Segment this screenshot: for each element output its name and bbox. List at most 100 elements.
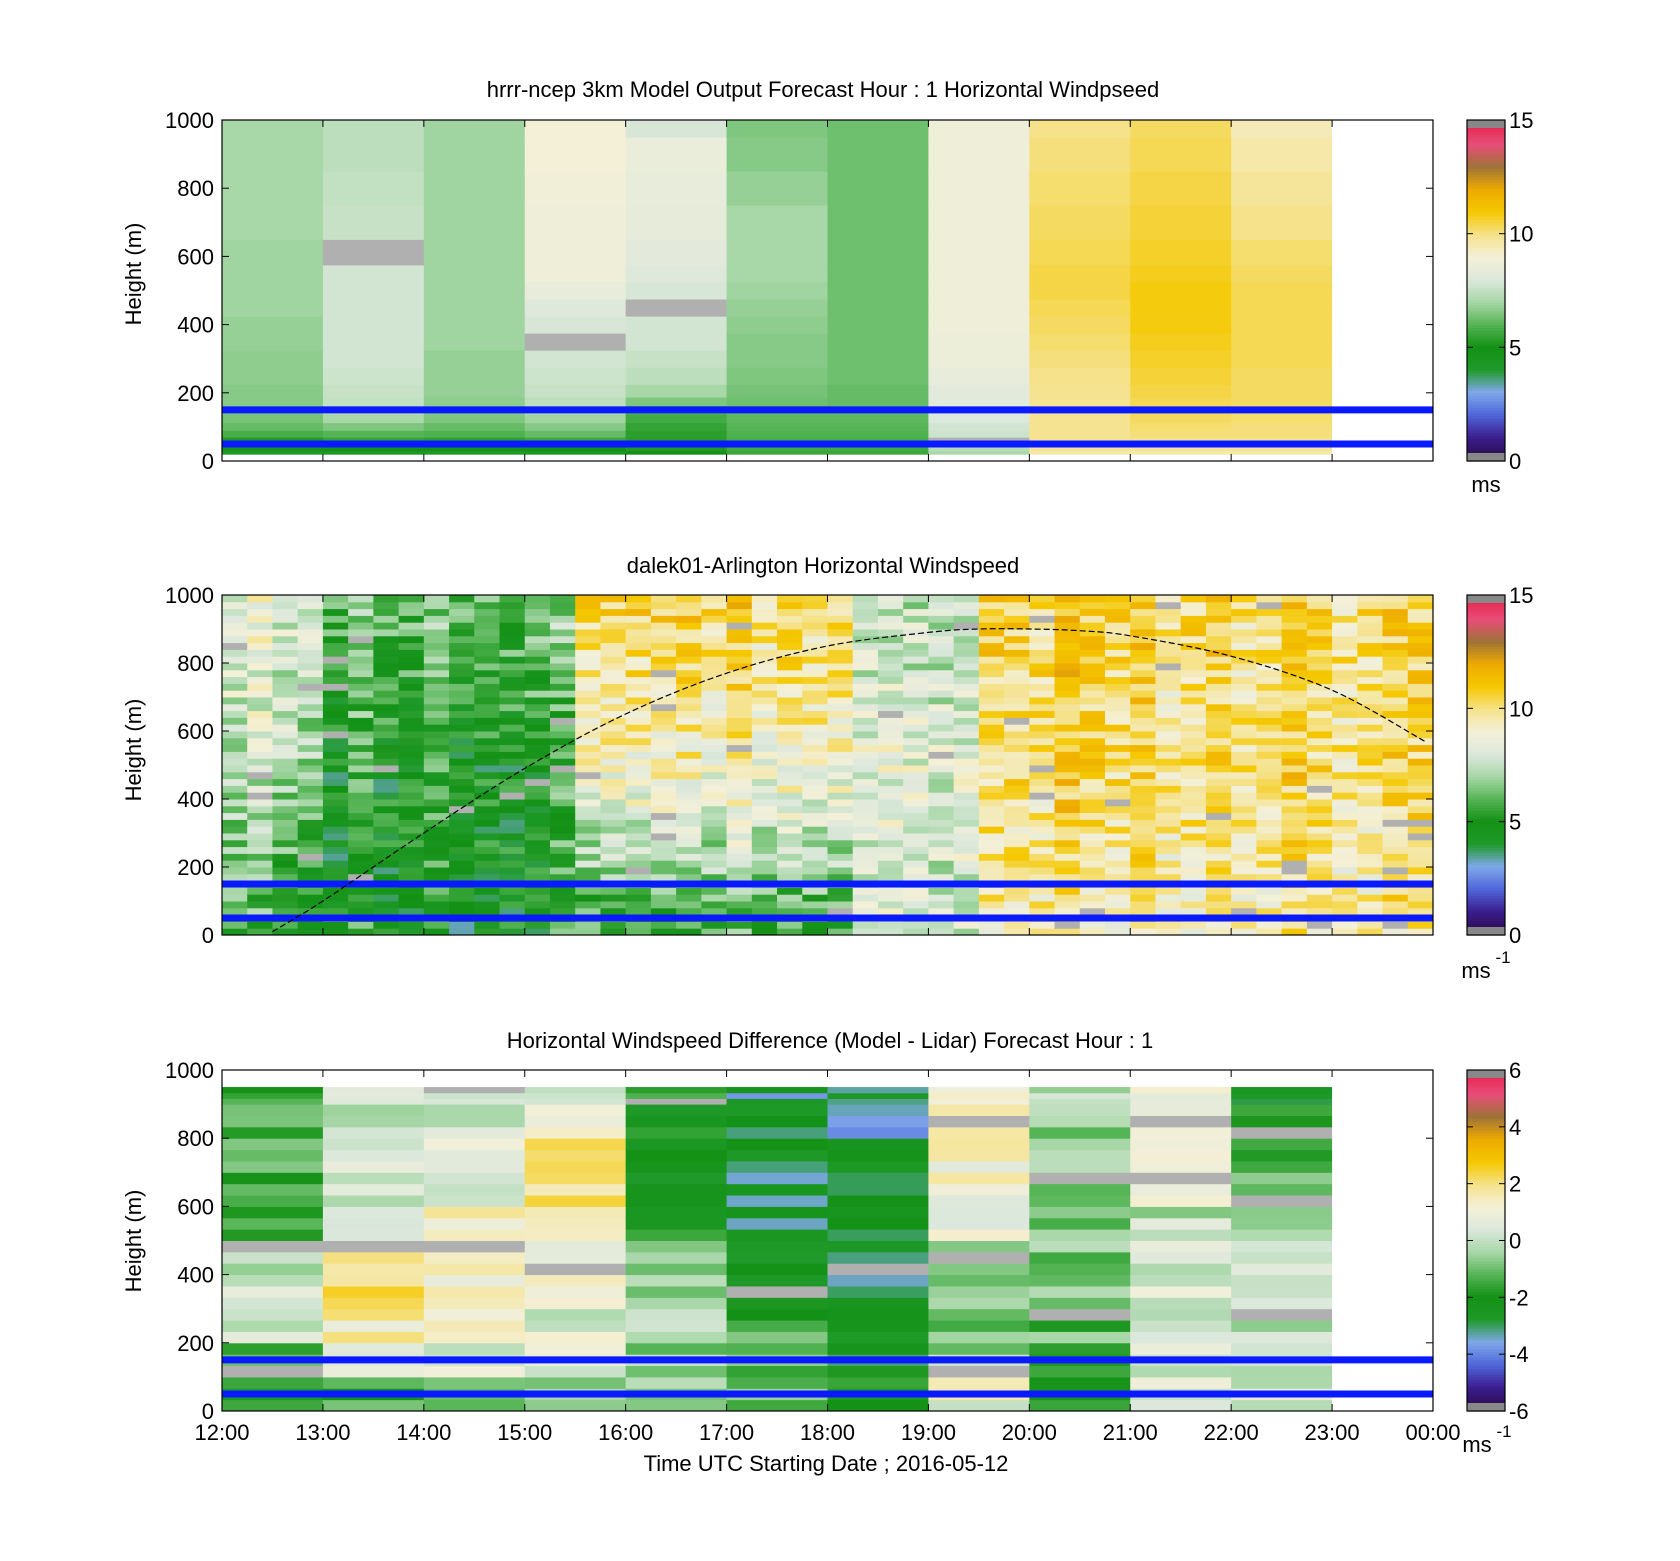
heatmap-cell xyxy=(423,751,450,759)
heatmap-cell xyxy=(524,778,551,786)
heatmap-cell xyxy=(1231,812,1257,820)
heatmap-cell xyxy=(978,744,1005,752)
heatmap-cell xyxy=(1382,737,1409,746)
heatmap-cell xyxy=(701,826,728,834)
heatmap-cell xyxy=(1231,595,1257,603)
heatmap-cell xyxy=(247,710,273,718)
heatmap-cell xyxy=(1004,622,1030,630)
heatmap-cell xyxy=(1079,873,1106,882)
heatmap-cell xyxy=(877,833,904,841)
heatmap-cell xyxy=(1004,744,1030,752)
heatmap-cell xyxy=(726,608,753,616)
heatmap-cell xyxy=(1256,771,1283,780)
heatmap-cell xyxy=(928,663,955,671)
heatmap-cell xyxy=(297,894,324,902)
colorbar-unit-exponent: -1 xyxy=(1496,1422,1511,1441)
heatmap-cell xyxy=(1231,744,1257,752)
heatmap-cell xyxy=(575,649,601,657)
heatmap-cell xyxy=(852,833,879,841)
heatmap-cell xyxy=(322,907,349,916)
colorbar-swatch xyxy=(1467,1354,1505,1358)
heatmap-cell xyxy=(575,792,601,800)
heatmap-cell xyxy=(726,1285,828,1298)
heatmap-cell xyxy=(726,171,828,206)
heatmap-cell xyxy=(852,812,879,820)
heatmap-cell xyxy=(1105,622,1131,630)
colorbar-swatch xyxy=(1467,782,1505,786)
heatmap-cell xyxy=(1332,812,1358,820)
heatmap-cell xyxy=(953,846,980,854)
heatmap-cell xyxy=(1029,1263,1131,1276)
heatmap-cell xyxy=(1407,812,1434,820)
heatmap-cell xyxy=(726,367,828,385)
heatmap-cell xyxy=(297,765,324,773)
heatmap-cell xyxy=(600,751,627,759)
heatmap-cell xyxy=(575,853,601,861)
y-tick-label: 800 xyxy=(177,651,214,676)
heatmap-cell xyxy=(222,120,324,138)
heatmap-cell xyxy=(827,1115,929,1128)
heatmap-cell xyxy=(1029,765,1056,773)
heatmap-cell xyxy=(1004,642,1030,650)
heatmap-cell xyxy=(1231,778,1257,786)
heatmap-cell xyxy=(575,635,601,644)
heatmap-cell xyxy=(1130,367,1232,385)
heatmap-cell xyxy=(1306,751,1333,759)
heatmap-cell xyxy=(928,690,955,698)
heatmap-cell xyxy=(1231,737,1257,746)
heatmap-cell xyxy=(650,629,677,637)
heatmap-cell xyxy=(549,833,576,841)
heatmap-cell xyxy=(625,333,728,351)
heatmap-cell xyxy=(726,1126,828,1139)
heatmap-cell xyxy=(625,1087,728,1094)
heatmap-cell xyxy=(1054,737,1081,746)
heatmap-cell xyxy=(676,751,702,759)
colorbar-swatch xyxy=(1467,855,1505,860)
heatmap-cell xyxy=(524,120,627,138)
heatmap-cell xyxy=(953,669,980,678)
heatmap-cell xyxy=(928,826,955,834)
heatmap-cell xyxy=(928,778,955,786)
heatmap-cell xyxy=(549,737,576,746)
heatmap-cell xyxy=(549,901,576,909)
heatmap-cell xyxy=(1256,765,1283,773)
heatmap-cell xyxy=(1281,853,1308,861)
heatmap-cell xyxy=(726,737,753,746)
heatmap-cell xyxy=(928,928,955,936)
heatmap-cell xyxy=(802,697,828,705)
heatmap-cell xyxy=(449,656,475,664)
heatmap-cell xyxy=(1357,629,1384,637)
heatmap-cell xyxy=(423,792,450,800)
heatmap-cell xyxy=(726,778,753,786)
heatmap-cell xyxy=(423,846,450,854)
heatmap-cell xyxy=(827,450,929,455)
heatmap-cell xyxy=(1130,622,1156,630)
heatmap-cell xyxy=(928,833,955,841)
heatmap-cell xyxy=(1332,717,1358,725)
heatmap-cell xyxy=(373,921,400,929)
colorbar-swatch xyxy=(1467,626,1505,630)
heatmap-cell xyxy=(751,826,778,834)
x-axis xyxy=(221,595,1434,935)
heatmap-cell xyxy=(928,1320,1030,1332)
colorbar-swatch xyxy=(1467,1092,1505,1097)
heatmap-cell xyxy=(272,765,299,773)
heatmap-cell xyxy=(524,833,551,841)
heatmap-cell xyxy=(1256,683,1283,691)
heatmap-cell xyxy=(373,805,400,814)
colorbar-swatch xyxy=(1467,1175,1505,1179)
colorbar-swatch xyxy=(1467,603,1505,607)
heatmap-cell xyxy=(1407,608,1434,616)
heatmap-cell xyxy=(827,894,854,902)
heatmap-cell xyxy=(600,826,627,834)
y-axis-label: Height (m) xyxy=(121,1190,146,1293)
heatmap-cell xyxy=(1281,812,1308,820)
heatmap-cell xyxy=(1205,629,1232,637)
heatmap-cell xyxy=(751,853,778,861)
heatmap-cell xyxy=(322,1104,425,1116)
heatmap-cell xyxy=(549,894,576,902)
colorbar-swatch xyxy=(1467,208,1505,212)
heatmap-cell xyxy=(777,921,803,929)
heatmap-cell xyxy=(928,137,1030,172)
heatmap-cell xyxy=(701,928,728,936)
